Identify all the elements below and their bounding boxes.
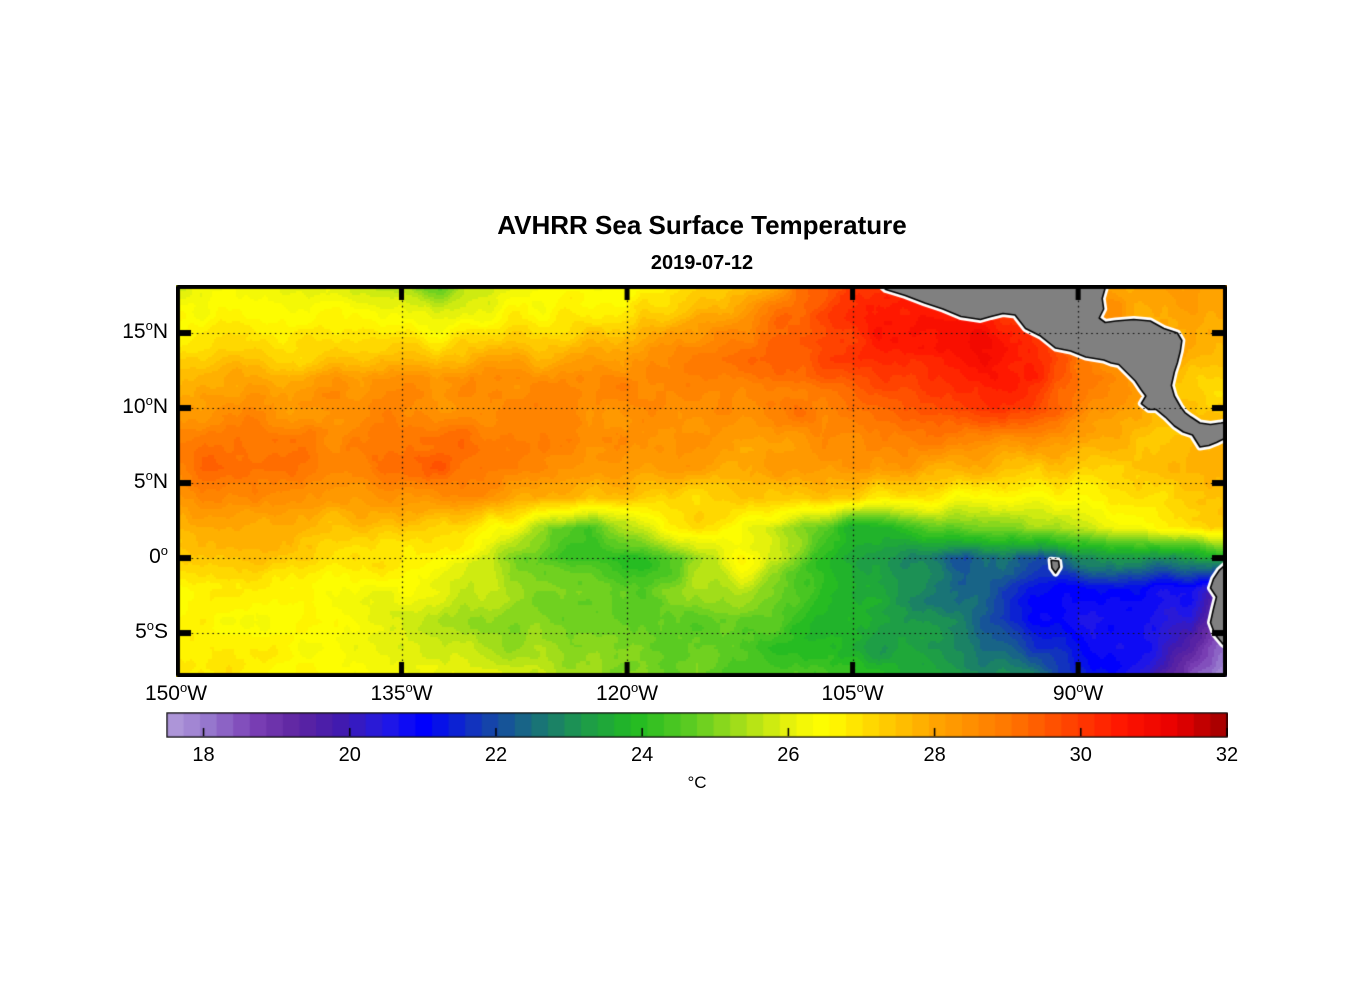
lon-tick-label: 120oW bbox=[596, 680, 659, 705]
lat-tick-label: 0o bbox=[149, 543, 168, 569]
lon-tick-label: 150oW bbox=[144, 680, 208, 705]
figure-subtitle: 2019-07-12 bbox=[650, 252, 754, 274]
lon-tick-label: 105oW bbox=[821, 680, 884, 705]
lat-tick-label: 10oN bbox=[122, 393, 168, 419]
sst-map-canvas bbox=[176, 285, 1227, 677]
colorbar-canvas bbox=[166, 712, 1228, 738]
colorbar-tick-label: 18 bbox=[192, 744, 215, 766]
lon-tick-label: 135oW bbox=[370, 680, 433, 705]
lon-tick-label: 90oW bbox=[1052, 680, 1104, 705]
colorbar-tick-label: 30 bbox=[1069, 744, 1092, 766]
colorbar-tick-label: 26 bbox=[777, 744, 800, 766]
lat-tick-label: 5oS bbox=[135, 618, 168, 644]
colorbar-tick-label: 32 bbox=[1215, 744, 1239, 766]
colorbar-tick-label: 20 bbox=[338, 744, 361, 766]
colorbar-tick-label: 22 bbox=[484, 744, 508, 766]
colorbar-tick-label: 28 bbox=[923, 744, 946, 766]
figure-title: AVHRR Sea Surface Temperature bbox=[497, 210, 907, 240]
lat-tick-label: 15oN bbox=[122, 318, 168, 343]
colorbar-tick-label: 24 bbox=[631, 744, 654, 766]
lat-tick-label: 5oN bbox=[133, 468, 168, 494]
colorbar-unit-label: °C bbox=[687, 773, 707, 792]
